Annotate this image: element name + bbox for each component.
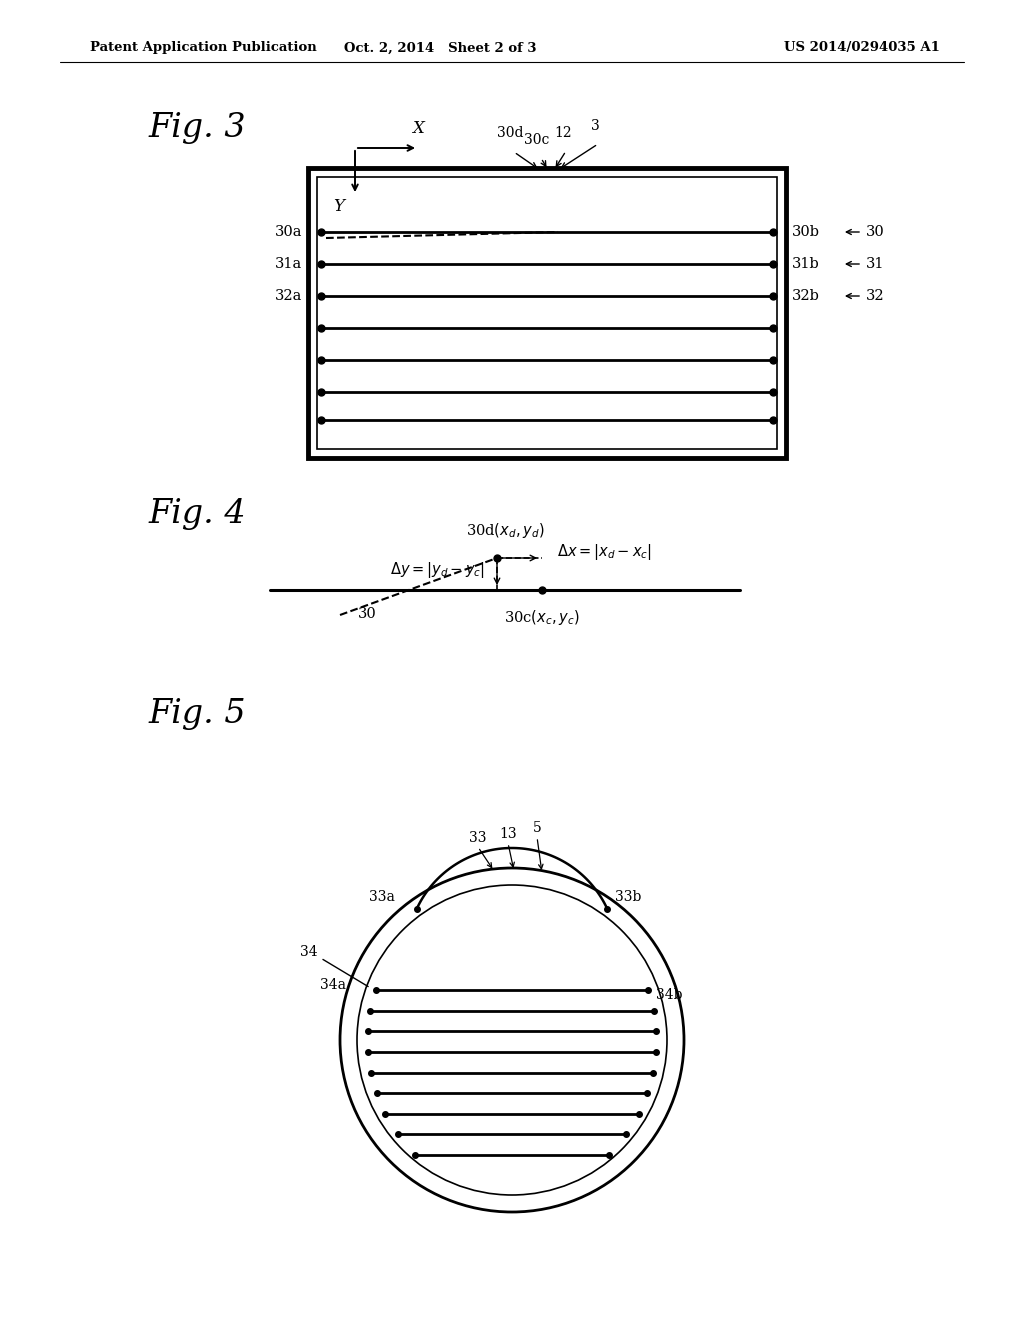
Circle shape bbox=[340, 869, 684, 1212]
Text: Fig. 3: Fig. 3 bbox=[148, 112, 246, 144]
Text: 34a: 34a bbox=[319, 978, 345, 993]
Text: 32b: 32b bbox=[792, 289, 820, 304]
Text: Patent Application Publication: Patent Application Publication bbox=[90, 41, 316, 54]
Text: 31b: 31b bbox=[792, 257, 820, 271]
Text: 33a: 33a bbox=[369, 890, 395, 904]
Text: 30c$(x_c, y_c)$: 30c$(x_c, y_c)$ bbox=[504, 609, 580, 627]
Text: 30a: 30a bbox=[274, 224, 302, 239]
Text: 13: 13 bbox=[499, 828, 517, 841]
Text: 32: 32 bbox=[866, 289, 885, 304]
Text: 3: 3 bbox=[591, 119, 599, 133]
Text: 30: 30 bbox=[358, 607, 377, 620]
Text: X: X bbox=[412, 120, 424, 137]
Text: 31a: 31a bbox=[274, 257, 302, 271]
Text: 32a: 32a bbox=[274, 289, 302, 304]
Text: 34: 34 bbox=[300, 945, 317, 960]
Text: US 2014/0294035 A1: US 2014/0294035 A1 bbox=[784, 41, 940, 54]
Text: $\Delta x = |x_d - x_c|$: $\Delta x = |x_d - x_c|$ bbox=[557, 543, 652, 562]
Text: 30d: 30d bbox=[497, 125, 523, 140]
Text: 31: 31 bbox=[866, 257, 885, 271]
Text: 30d$(x_d, y_d)$: 30d$(x_d, y_d)$ bbox=[466, 521, 545, 540]
Bar bbox=[317, 177, 777, 449]
Bar bbox=[308, 168, 786, 458]
Text: 30: 30 bbox=[866, 224, 885, 239]
Text: 34b: 34b bbox=[656, 987, 683, 1002]
Text: 12: 12 bbox=[554, 125, 571, 140]
Text: 30c: 30c bbox=[524, 133, 550, 147]
Text: Fig. 5: Fig. 5 bbox=[148, 698, 246, 730]
Text: 5: 5 bbox=[532, 821, 542, 836]
Text: Fig. 4: Fig. 4 bbox=[148, 498, 246, 531]
Text: Y: Y bbox=[333, 198, 344, 215]
Circle shape bbox=[357, 884, 667, 1195]
Text: 33b: 33b bbox=[615, 890, 642, 904]
Text: $\Delta y = |y_d - y_c|$: $\Delta y = |y_d - y_c|$ bbox=[390, 560, 485, 579]
Text: Oct. 2, 2014   Sheet 2 of 3: Oct. 2, 2014 Sheet 2 of 3 bbox=[344, 41, 537, 54]
Text: 33: 33 bbox=[469, 832, 486, 845]
Text: 30b: 30b bbox=[792, 224, 820, 239]
